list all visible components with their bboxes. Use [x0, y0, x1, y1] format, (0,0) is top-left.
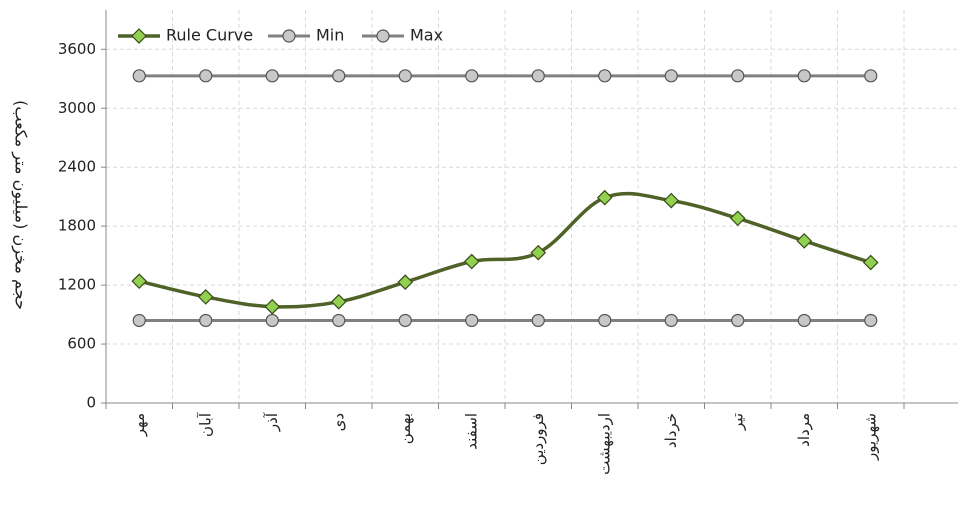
data-point	[264, 298, 281, 315]
y-tick-label: 1200	[58, 276, 96, 294]
y-tick-label: 0	[86, 394, 96, 412]
data-point	[465, 313, 479, 328]
data-point	[265, 69, 279, 83]
x-tick-label: مهر	[130, 413, 148, 437]
data-point	[131, 273, 148, 290]
data-point	[398, 69, 412, 83]
x-tick-label: آذر	[263, 412, 281, 432]
data-point	[463, 253, 480, 270]
x-tick-label: شهریور	[861, 413, 879, 461]
data-point	[199, 69, 213, 83]
data-point	[731, 69, 745, 83]
x-tick-label: اردیبهشت	[595, 413, 613, 475]
data-point	[797, 69, 811, 83]
x-tick-label: فروردین	[529, 413, 547, 465]
data-point	[663, 192, 680, 209]
data-point	[132, 313, 146, 328]
x-tick-label: اسفند	[462, 413, 480, 450]
data-point	[664, 313, 678, 328]
data-point	[729, 210, 746, 227]
data-point	[731, 313, 745, 328]
data-point	[199, 313, 213, 328]
data-point	[664, 69, 678, 83]
data-point	[864, 313, 878, 328]
data-point	[797, 313, 811, 328]
legend-label: Max	[410, 26, 443, 45]
y-tick-label: 1800	[58, 217, 96, 235]
x-tick-label: آبان	[196, 412, 214, 437]
data-point	[465, 69, 479, 83]
y-tick-label: 600	[67, 335, 96, 353]
data-point	[530, 244, 547, 261]
legend-label: Min	[316, 26, 344, 45]
data-point	[330, 293, 347, 310]
legend-label: Rule Curve	[166, 26, 253, 45]
data-point	[265, 313, 279, 328]
x-tick-label: تیر	[728, 413, 746, 431]
data-point	[332, 313, 346, 328]
y-axis-label: حجم مخزن (میلیون متر مکعب)	[11, 100, 31, 310]
x-tick-label: خرداد	[662, 413, 680, 448]
legend-marker	[376, 29, 390, 43]
legend-marker	[131, 28, 147, 44]
data-point	[596, 189, 613, 206]
data-point	[796, 233, 813, 249]
data-point	[598, 313, 612, 328]
data-point	[397, 274, 414, 291]
data-point	[598, 69, 612, 83]
x-tick-label: بهمن	[396, 413, 414, 444]
data-point	[531, 69, 545, 83]
data-point	[864, 69, 878, 83]
data-point	[398, 313, 412, 328]
data-point	[197, 289, 214, 305]
y-tick-label: 3000	[58, 99, 96, 117]
x-tick-label: دی	[329, 413, 347, 431]
data-point	[332, 69, 346, 83]
data-point	[132, 69, 146, 83]
y-tick-label: 3600	[58, 40, 96, 58]
x-tick-label: مرداد	[795, 413, 813, 447]
legend-marker	[282, 29, 296, 43]
data-point	[862, 254, 879, 271]
y-tick-label: 2400	[58, 158, 96, 176]
data-point	[531, 313, 545, 328]
